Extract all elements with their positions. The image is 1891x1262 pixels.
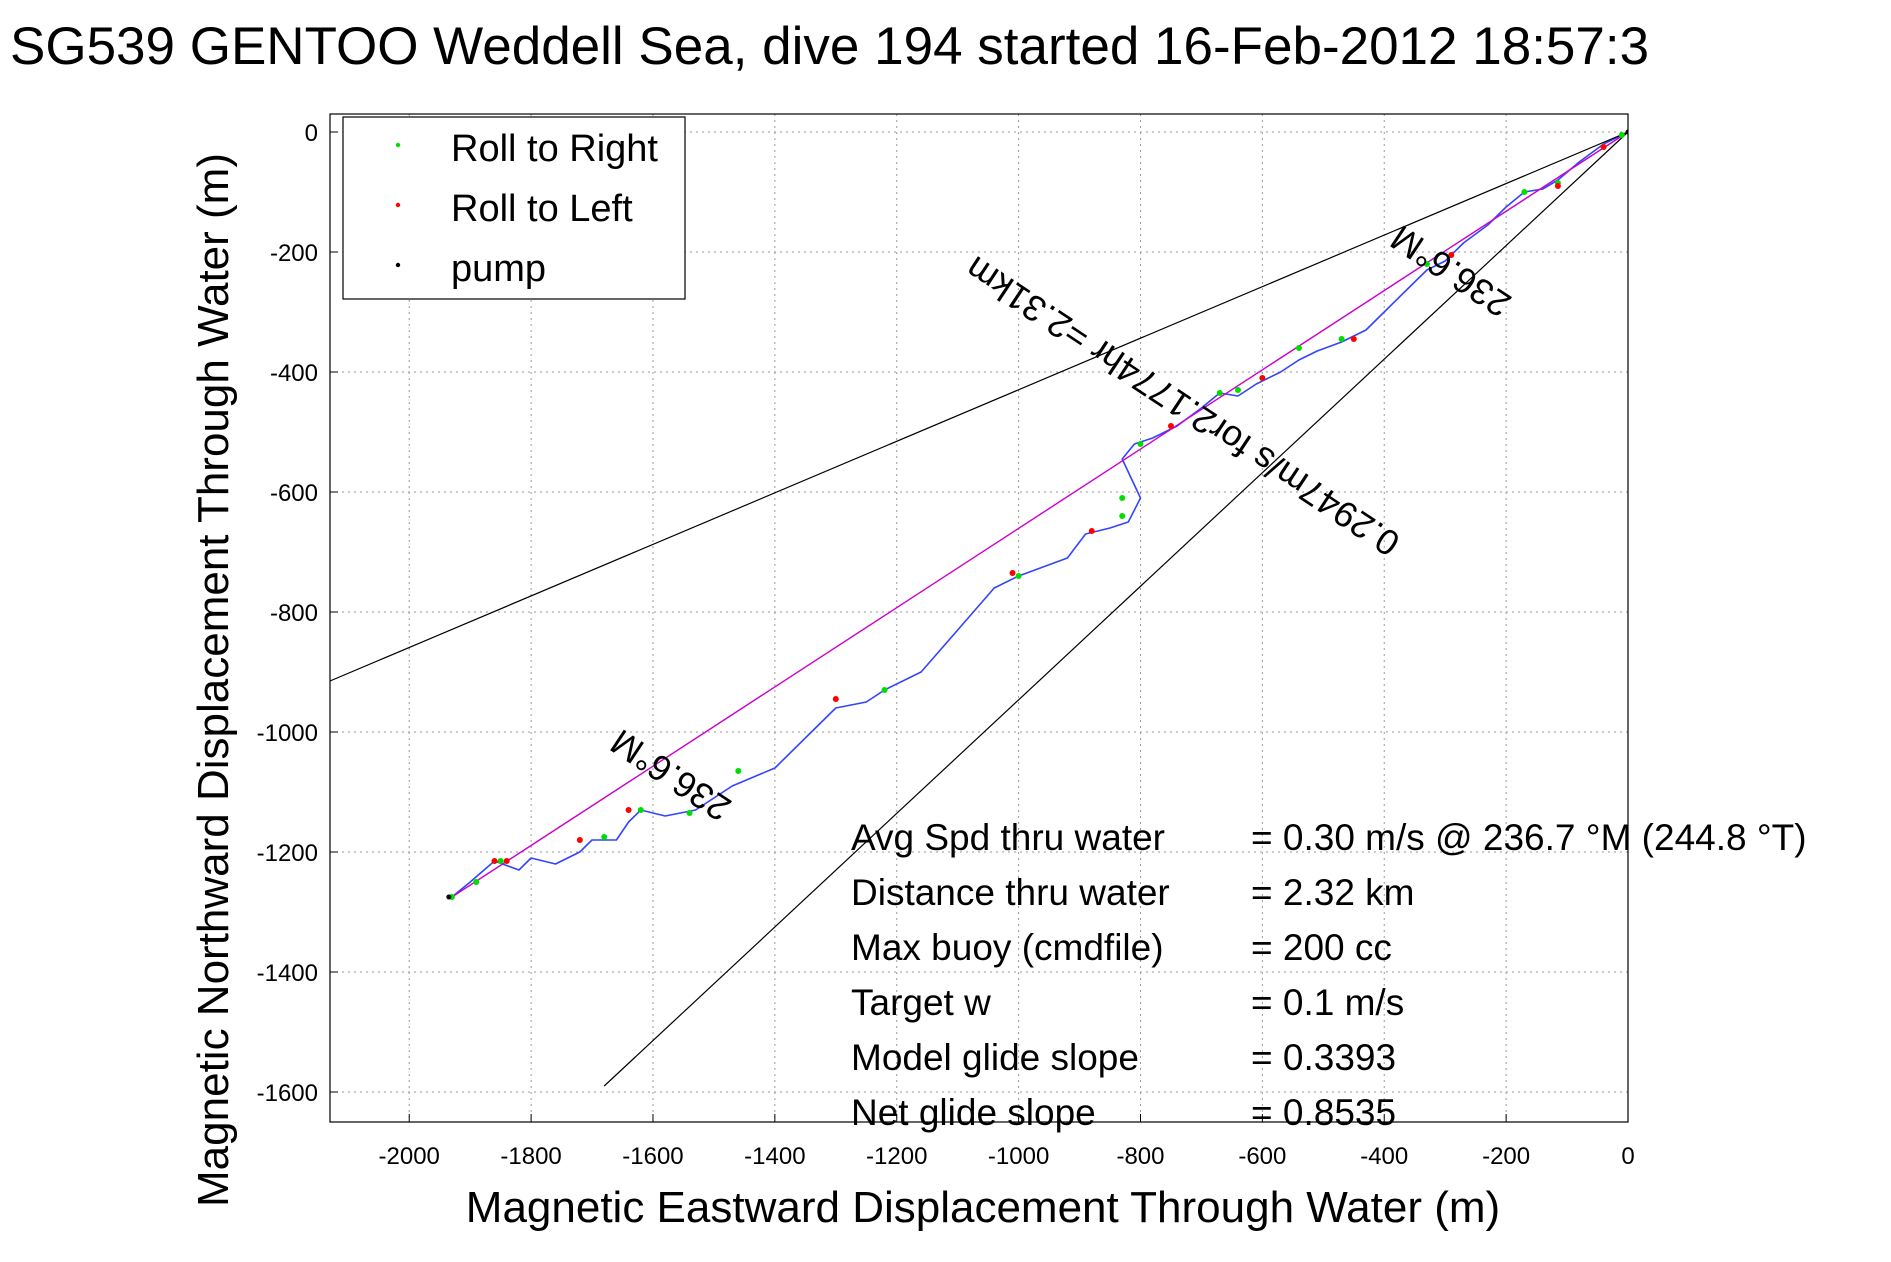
x-tick-label: -800 bbox=[1116, 1143, 1164, 1170]
roll-right-point bbox=[1015, 573, 1022, 579]
legend-marker bbox=[395, 202, 401, 208]
roll-right-point bbox=[735, 768, 742, 774]
cone-lower-line bbox=[603, 131, 1628, 1087]
roll-left-point bbox=[1448, 252, 1455, 258]
x-axis-label: Magnetic Eastward Displacement Through W… bbox=[466, 1183, 1500, 1232]
x-tick-label: -400 bbox=[1360, 1143, 1408, 1170]
roll-right-point bbox=[497, 858, 504, 864]
stat-value: = 0.3393 bbox=[1251, 1037, 1396, 1078]
roll-right-point bbox=[1216, 390, 1223, 396]
x-tick-label: -1600 bbox=[622, 1143, 683, 1170]
stat-label: Target w bbox=[851, 982, 991, 1023]
data-layer bbox=[330, 129, 1628, 1087]
stat-value: = 2.32 km bbox=[1251, 872, 1415, 913]
x-tick-label: -1800 bbox=[500, 1143, 561, 1170]
roll-left-point bbox=[1009, 570, 1016, 576]
roll-left-point bbox=[1088, 528, 1095, 534]
stat-value: = 0.1 m/s bbox=[1251, 982, 1404, 1023]
roll-left-point bbox=[1350, 336, 1357, 342]
roll-right-point bbox=[637, 807, 644, 813]
stat-value: = 0.8535 bbox=[1251, 1092, 1396, 1133]
roll-right-point bbox=[1618, 132, 1625, 138]
y-tick-label: -800 bbox=[270, 600, 318, 627]
y-tick-label: 0 bbox=[305, 120, 318, 147]
legend-label: Roll to Right bbox=[451, 128, 658, 170]
roll-left-point bbox=[1259, 375, 1266, 381]
pump-point bbox=[1625, 129, 1628, 135]
x-tick-label: -1400 bbox=[744, 1143, 805, 1170]
y-tick-label: -1200 bbox=[257, 840, 318, 867]
roll-right-point bbox=[1521, 189, 1528, 195]
pump-point bbox=[446, 894, 452, 900]
roll-right-point bbox=[1295, 345, 1302, 351]
glider-track-line bbox=[451, 131, 1628, 898]
y-tick-label: -1000 bbox=[257, 720, 318, 747]
stat-label: Net glide slope bbox=[851, 1092, 1096, 1133]
x-tick-label: -1000 bbox=[988, 1143, 1049, 1170]
roll-right-point bbox=[601, 834, 608, 840]
roll-left-point bbox=[576, 837, 583, 843]
roll-left-point bbox=[1600, 144, 1607, 150]
y-tick-label: -1600 bbox=[257, 1080, 318, 1107]
legend-label: pump bbox=[451, 248, 546, 290]
roll-left-point bbox=[1167, 423, 1174, 429]
x-tick-label: -1200 bbox=[866, 1143, 927, 1170]
cone-upper-line bbox=[330, 131, 1628, 682]
roll-right-point bbox=[1423, 261, 1430, 267]
roll-right-point bbox=[686, 810, 693, 816]
stat-value: = 0.30 m/s @ 236.7 °M (244.8 °T) bbox=[1251, 817, 1807, 858]
x-tick-label: -200 bbox=[1482, 1143, 1530, 1170]
roll-right-point bbox=[1119, 513, 1126, 519]
y-tick-label: -600 bbox=[270, 480, 318, 507]
plot-area: -2000 -1800 -1600 -1400 -1200 -1000 -800 -600 -4… bbox=[257, 113, 1807, 1170]
legend-marker bbox=[395, 262, 401, 268]
plot-frame bbox=[329, 113, 1629, 1123]
chart-title: SG539 GENTOO Weddell Sea, dive 194 start… bbox=[10, 17, 1649, 76]
roll-left-point bbox=[625, 807, 632, 813]
y-axis-label: Magnetic Northward Displacement Through … bbox=[189, 153, 238, 1207]
legend-marker bbox=[395, 142, 401, 148]
roll-right-point bbox=[1119, 495, 1126, 501]
legend-box bbox=[342, 116, 686, 300]
roll-left-point bbox=[1554, 183, 1561, 189]
stat-label: Distance thru water bbox=[851, 872, 1170, 913]
roll-right-point bbox=[1234, 387, 1241, 393]
roll-right-point bbox=[1338, 336, 1345, 342]
heading-line bbox=[451, 131, 1628, 898]
x-tick-label: 0 bbox=[1621, 1143, 1634, 1170]
stat-label: Avg Spd thru water bbox=[851, 817, 1165, 858]
legend-label: Roll to Left bbox=[451, 188, 633, 230]
x-tick-label: -600 bbox=[1238, 1143, 1286, 1170]
y-tick-label: -200 bbox=[270, 240, 318, 267]
y-tick-label: -1400 bbox=[257, 960, 318, 987]
roll-right-point bbox=[473, 879, 480, 885]
roll-left-point bbox=[832, 696, 839, 702]
roll-right-point bbox=[881, 687, 888, 693]
roll-left-point bbox=[491, 858, 498, 864]
roll-right-point bbox=[1137, 441, 1144, 447]
x-tick-label: -2000 bbox=[379, 1143, 440, 1170]
stat-label: Max buoy (cmdfile) bbox=[851, 927, 1164, 968]
y-tick-label: -400 bbox=[270, 360, 318, 387]
roll-left-point bbox=[503, 858, 510, 864]
stat-value: = 200 cc bbox=[1251, 927, 1392, 968]
stat-label: Model glide slope bbox=[851, 1037, 1139, 1078]
